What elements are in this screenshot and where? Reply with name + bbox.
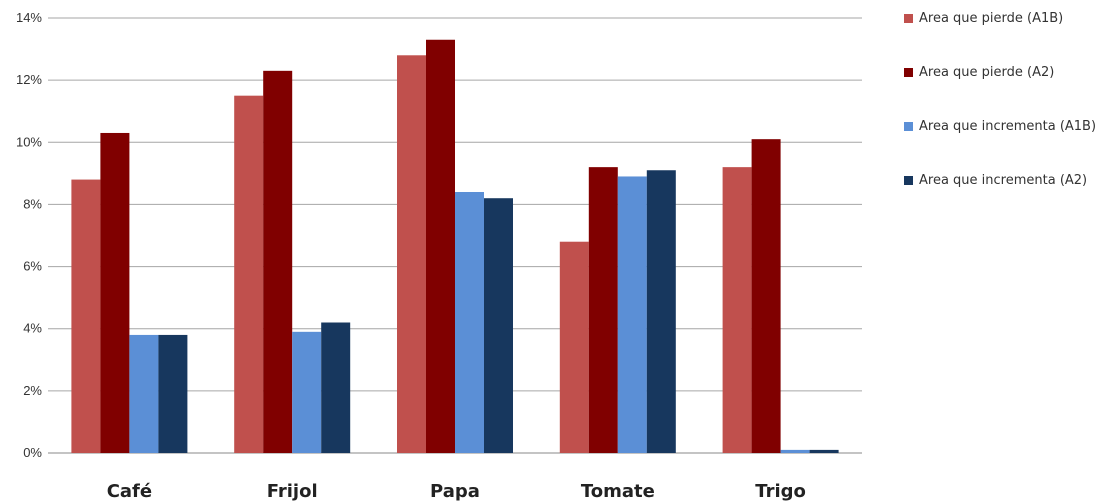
bar: [617, 176, 647, 453]
y-tick-label: 14%: [16, 10, 42, 25]
legend-label: Area que incrementa (A2): [919, 172, 1088, 188]
bar: [321, 322, 351, 453]
y-tick-label: 12%: [16, 72, 42, 87]
bar: [646, 170, 676, 453]
bar: [809, 449, 839, 453]
legend-label: Area que incrementa (A1B): [919, 118, 1097, 134]
bar: [234, 95, 264, 453]
legend-item: Area que pierde (A1B): [904, 8, 1104, 28]
legend-label: Area que pierde (A1B): [919, 10, 1064, 26]
bar: [559, 241, 589, 453]
legend-item: Area que pierde (A2): [904, 62, 1104, 82]
bar: [426, 39, 455, 453]
y-tick-label: 4%: [23, 321, 42, 336]
bar: [484, 198, 513, 453]
y-tick-label: 10%: [16, 134, 42, 149]
bar: [100, 132, 130, 453]
bar: [751, 139, 781, 453]
bar: [129, 334, 159, 453]
y-tick-label: 2%: [23, 383, 42, 398]
bar: [397, 55, 426, 454]
bar: [455, 192, 484, 453]
y-axis-ticks: 0% 2% 4% 6% 8% 10% 12% 14%: [16, 10, 42, 460]
legend-swatch: [904, 175, 913, 185]
x-category-label: Papa: [430, 481, 480, 502]
legend-swatch: [904, 13, 913, 23]
bars: [71, 39, 839, 454]
category-labels: Café Frijol Papa Tomate Trigo: [107, 481, 806, 502]
y-tick-label: 0%: [23, 445, 42, 460]
x-category-label: Trigo: [755, 481, 806, 502]
bar: [263, 70, 293, 454]
legend-swatch: [904, 121, 913, 131]
bar: [722, 167, 752, 453]
legend: Area que pierde (A1B) Area que pierde (A2…: [904, 8, 1104, 224]
bar: [71, 179, 101, 454]
legend-swatch: [904, 67, 913, 77]
bar: [292, 331, 322, 453]
bar: [158, 334, 188, 453]
legend-item: Area que incrementa (A1B): [904, 116, 1104, 136]
legend-item: Area que incrementa (A2): [904, 170, 1104, 190]
bar: [588, 167, 618, 453]
x-category-label: Café: [107, 481, 152, 502]
bar: [780, 449, 810, 453]
y-tick-label: 8%: [23, 196, 42, 211]
x-category-label: Frijol: [267, 481, 318, 502]
legend-label: Area que pierde (A2): [919, 64, 1055, 80]
x-category-label: Tomate: [581, 481, 655, 502]
y-tick-label: 6%: [23, 259, 42, 274]
